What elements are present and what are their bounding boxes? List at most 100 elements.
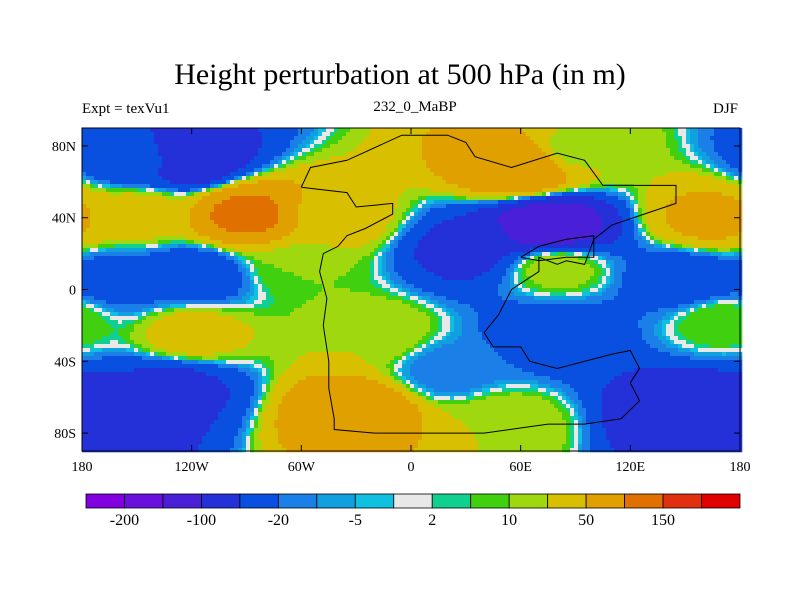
field-cell	[322, 412, 327, 417]
field-cell	[286, 360, 291, 365]
field-cell	[230, 404, 235, 409]
field-cell	[82, 380, 87, 385]
field-cell	[190, 340, 195, 345]
field-cell	[226, 180, 231, 185]
field-cell	[286, 152, 291, 157]
field-cell	[106, 424, 111, 429]
field-cell	[102, 404, 107, 409]
field-cell	[286, 192, 291, 197]
field-cell	[298, 396, 303, 401]
field-cell	[214, 368, 219, 373]
field-cell	[134, 260, 139, 265]
field-cell	[214, 284, 219, 289]
field-cell	[214, 436, 219, 441]
field-cell	[126, 256, 131, 261]
field-cell	[158, 280, 163, 285]
field-cell	[278, 344, 283, 349]
field-cell	[322, 436, 327, 441]
field-cell	[298, 424, 303, 429]
field-cell	[222, 388, 227, 393]
field-cell	[142, 192, 147, 197]
field-cell	[222, 160, 227, 165]
field-cell	[118, 296, 123, 301]
field-cell	[94, 232, 99, 237]
field-cell	[206, 264, 211, 269]
field-cell	[110, 356, 115, 361]
field-cell	[206, 336, 211, 341]
field-cell	[130, 344, 135, 349]
field-cell	[94, 284, 99, 289]
field-cell	[86, 340, 91, 345]
field-cell	[118, 368, 123, 373]
field-cell	[278, 260, 283, 265]
field-cell	[242, 436, 247, 441]
field-cell	[98, 308, 103, 313]
field-cell	[254, 412, 259, 417]
field-cell	[118, 328, 123, 333]
field-cell	[326, 152, 331, 157]
field-cell	[302, 368, 307, 373]
field-cell	[214, 200, 219, 205]
field-cell	[90, 284, 95, 289]
field-cell	[138, 288, 143, 293]
field-cell	[294, 372, 299, 377]
field-cell	[162, 360, 167, 365]
field-cell	[314, 444, 319, 449]
field-cell	[102, 420, 107, 425]
field-cell	[186, 332, 191, 337]
field-cell	[90, 168, 95, 173]
field-cell	[230, 320, 235, 325]
field-cell	[130, 300, 135, 305]
field-cell	[178, 152, 183, 157]
field-cell	[158, 332, 163, 337]
field-cell	[170, 168, 175, 173]
field-cell	[218, 384, 223, 389]
field-cell	[318, 184, 323, 189]
field-cell	[178, 128, 183, 133]
field-cell	[226, 136, 231, 141]
field-cell	[138, 308, 143, 313]
field-cell	[290, 216, 295, 221]
field-cell	[322, 296, 327, 301]
field-cell	[238, 416, 243, 421]
field-cell	[106, 284, 111, 289]
field-cell	[270, 204, 275, 209]
field-cell	[262, 132, 267, 137]
field-cell	[278, 144, 283, 149]
field-cell	[194, 132, 199, 137]
field-cell	[242, 300, 247, 305]
field-cell	[162, 156, 167, 161]
field-cell	[286, 364, 291, 369]
field-cell	[226, 212, 231, 217]
field-cell	[246, 300, 251, 305]
field-cell	[134, 216, 139, 221]
field-cell	[90, 404, 95, 409]
field-cell	[154, 304, 159, 309]
field-cell	[318, 412, 323, 417]
field-cell	[134, 212, 139, 217]
field-cell	[166, 144, 171, 149]
field-cell	[298, 368, 303, 373]
field-cell	[138, 312, 143, 317]
field-cell	[194, 184, 199, 189]
field-cell	[226, 448, 231, 453]
field-cell	[246, 340, 251, 345]
field-cell	[246, 204, 251, 209]
field-cell	[266, 356, 271, 361]
field-cell	[210, 128, 215, 133]
field-cell	[246, 276, 251, 281]
field-cell	[142, 184, 147, 189]
field-cell	[322, 348, 327, 353]
field-cell	[238, 304, 243, 309]
field-cell	[186, 420, 191, 425]
field-cell	[146, 376, 151, 381]
field-cell	[206, 396, 211, 401]
field-cell	[234, 236, 239, 241]
field-cell	[162, 196, 167, 201]
field-cell	[310, 428, 315, 433]
field-cell	[142, 196, 147, 201]
field-cell	[146, 132, 151, 137]
field-cell	[138, 284, 143, 289]
field-cell	[234, 216, 239, 221]
field-cell	[106, 192, 111, 197]
